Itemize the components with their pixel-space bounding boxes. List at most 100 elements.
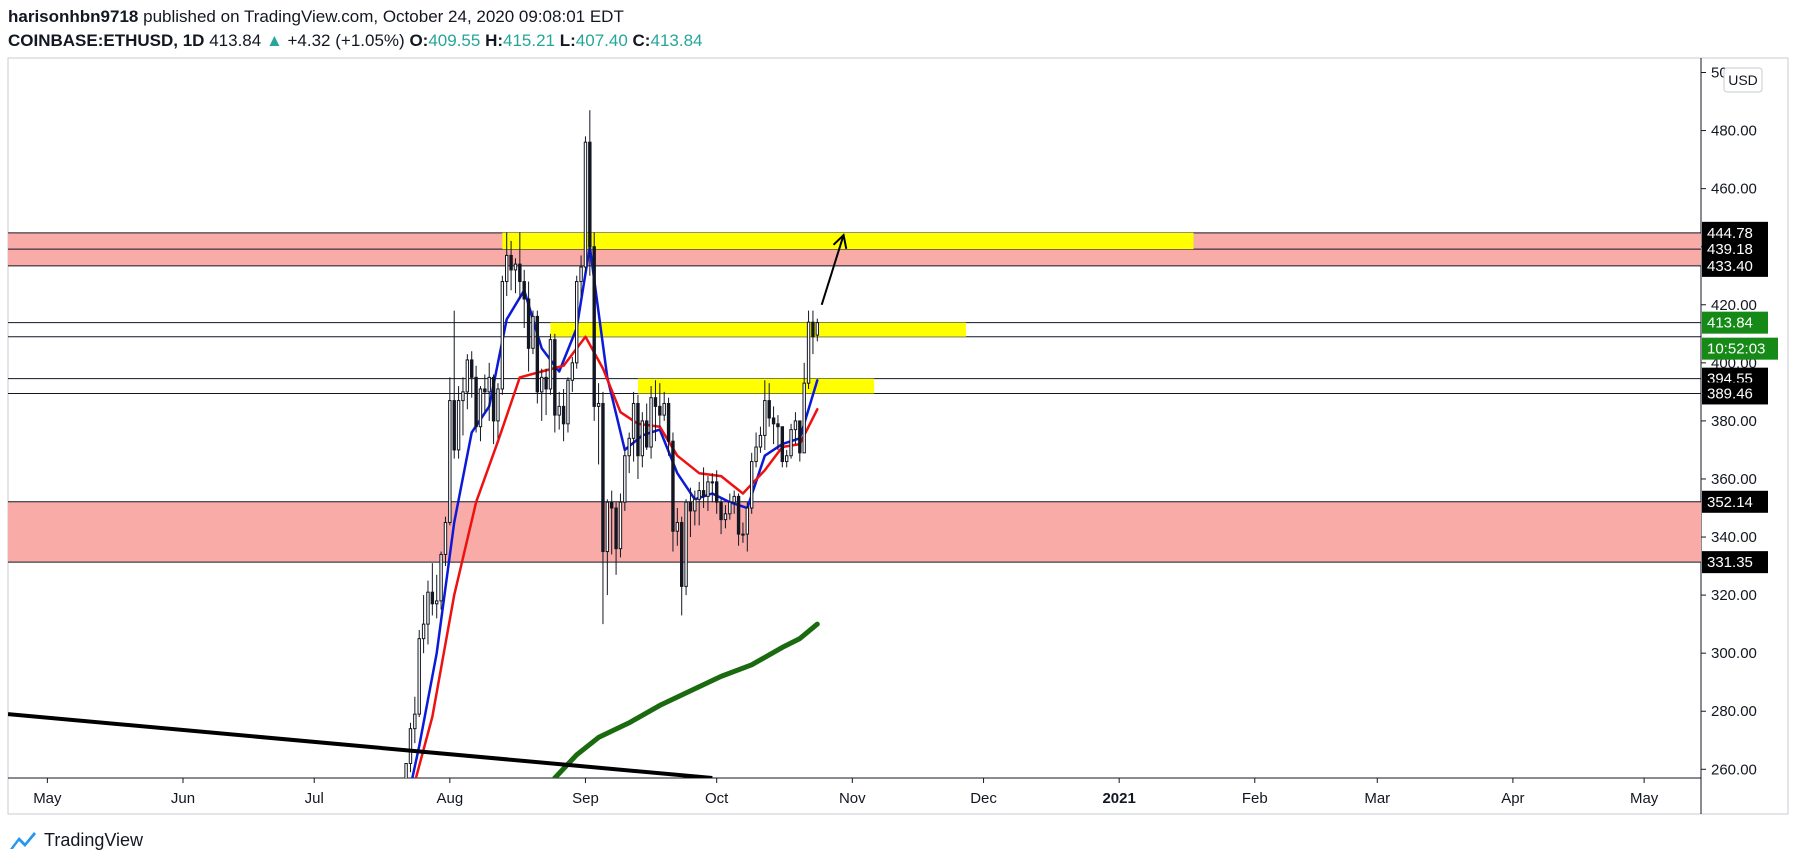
candle-2020-08-03	[456, 386, 461, 459]
candle-2020-08-28	[566, 377, 570, 433]
candle-2020-10-21	[802, 362, 806, 454]
candle-body	[526, 298, 531, 349]
candle-2020-09-21	[671, 432, 675, 552]
price-tag-352.14: 352.14	[1702, 490, 1768, 513]
slow-ma-line	[552, 621, 820, 778]
candle-body	[732, 495, 736, 503]
candle-2020-08-13	[500, 275, 505, 395]
candle-body	[754, 446, 758, 463]
price-tags: 444.78439.18433.40413.84394.55389.46352.…	[1702, 221, 1778, 574]
target-arrow-head	[832, 233, 848, 250]
candle-2020-10-17	[784, 449, 789, 468]
price-tag-bg	[1702, 382, 1768, 405]
candle-body	[439, 553, 443, 602]
candle-body	[500, 281, 505, 390]
candle-2020-10-01	[714, 470, 719, 514]
trend-line	[8, 712, 713, 778]
candle-2020-09-19	[662, 391, 666, 421]
candle-body	[798, 420, 802, 454]
drawings-layer	[8, 233, 848, 778]
candle-body	[623, 455, 627, 503]
price-tag-label: 433.40	[1707, 258, 1753, 275]
candle-body	[531, 315, 535, 349]
candle-body	[561, 405, 566, 425]
candle-2020-08-19	[526, 281, 531, 372]
candle-body	[749, 461, 754, 509]
candle-2020-08-09	[483, 374, 487, 413]
candle-body	[487, 376, 491, 393]
candle-2020-09-06	[605, 499, 610, 596]
candle-2020-09-01	[583, 136, 588, 273]
last-price: 413.84	[209, 31, 262, 50]
symbol-label[interactable]: COINBASE:ETHUSD, 1D	[8, 31, 205, 50]
candle-body	[710, 481, 715, 484]
candle-2020-10-06	[736, 493, 741, 546]
candle-body	[679, 522, 684, 587]
yellow-zone-2	[502, 232, 1194, 250]
candle-2020-07-26	[421, 595, 426, 654]
candle-2020-08-08	[478, 386, 483, 442]
chart-header: harisonhbn9718 published on TradingView.…	[8, 6, 1786, 52]
candle-body	[605, 501, 610, 553]
x-tick-label: Sep	[572, 790, 599, 807]
candle-body	[575, 281, 579, 364]
currency-badge[interactable]: USD	[1723, 67, 1763, 93]
price-axis[interactable]: 500.00480.00460.00440.00420.00400.00380.…	[1701, 65, 1757, 779]
candle-2020-09-09	[618, 493, 623, 558]
candle-body	[684, 501, 688, 587]
candle-2020-08-07	[474, 365, 478, 433]
candle-body	[631, 402, 636, 439]
x-tick-label: Oct	[705, 790, 729, 807]
candle-body	[544, 376, 548, 390]
candle-2020-10-07	[741, 522, 745, 543]
candle-2020-08-04	[461, 377, 465, 436]
candle-body	[505, 254, 509, 283]
candle-body	[470, 359, 474, 378]
candle-2020-09-15	[644, 403, 649, 450]
candle-body	[636, 402, 640, 457]
symbol-legend: COINBASE:ETHUSD, 1D 413.84 ▲ +4.32 (+1.0…	[8, 30, 1786, 52]
candle-2020-08-24	[548, 333, 553, 395]
candle-2020-09-07	[610, 490, 614, 555]
candle-body	[548, 339, 553, 390]
candle-body	[640, 420, 645, 457]
candle-2020-07-28	[430, 563, 435, 616]
candle-body	[780, 426, 785, 463]
price-tag-bg	[1702, 254, 1768, 277]
price-tag-bg	[1702, 551, 1768, 574]
candle-2020-09-17	[653, 380, 658, 442]
candle-2020-09-04	[596, 383, 601, 465]
candle-body	[745, 507, 750, 535]
y-tick-label: 320.00	[1711, 587, 1757, 604]
x-tick-label: Dec	[970, 790, 997, 807]
tradingview-logo-icon[interactable]	[8, 829, 38, 851]
highlight-zones-layer	[502, 232, 1194, 394]
candle-2020-09-24	[684, 499, 688, 596]
candle-body	[452, 400, 456, 451]
candle-body	[758, 434, 763, 448]
candle-body	[701, 490, 706, 497]
candle-body	[518, 263, 522, 283]
candle-2020-08-30	[575, 275, 579, 369]
candle-2020-08-27	[561, 388, 566, 442]
y-tick-label: 280.00	[1711, 703, 1757, 720]
candle-body	[618, 501, 623, 550]
time-axis[interactable]: May Jun Jul Aug Sep Oct Nov Dec 2021 Feb Mar Apr May	[33, 778, 1659, 807]
candle-2020-08-31	[579, 255, 583, 297]
candle-2020-10-15	[776, 415, 780, 450]
candle-body	[789, 429, 793, 457]
candle-2020-10-10	[754, 432, 758, 468]
zones-layer	[8, 232, 1701, 563]
candle-2020-08-12	[496, 383, 500, 439]
price-tag-439.18: 439.18	[1702, 238, 1768, 261]
candle-body	[723, 513, 728, 521]
publisher-name[interactable]: harisonhbn9718	[8, 7, 139, 26]
candle-body	[421, 623, 426, 640]
candle-body	[435, 600, 439, 605]
candle-2020-09-29	[706, 476, 710, 511]
candle-body	[784, 455, 789, 463]
candle-body	[401, 798, 403, 813]
candle-2020-10-13	[767, 383, 771, 427]
candle-2020-09-02	[588, 110, 592, 276]
